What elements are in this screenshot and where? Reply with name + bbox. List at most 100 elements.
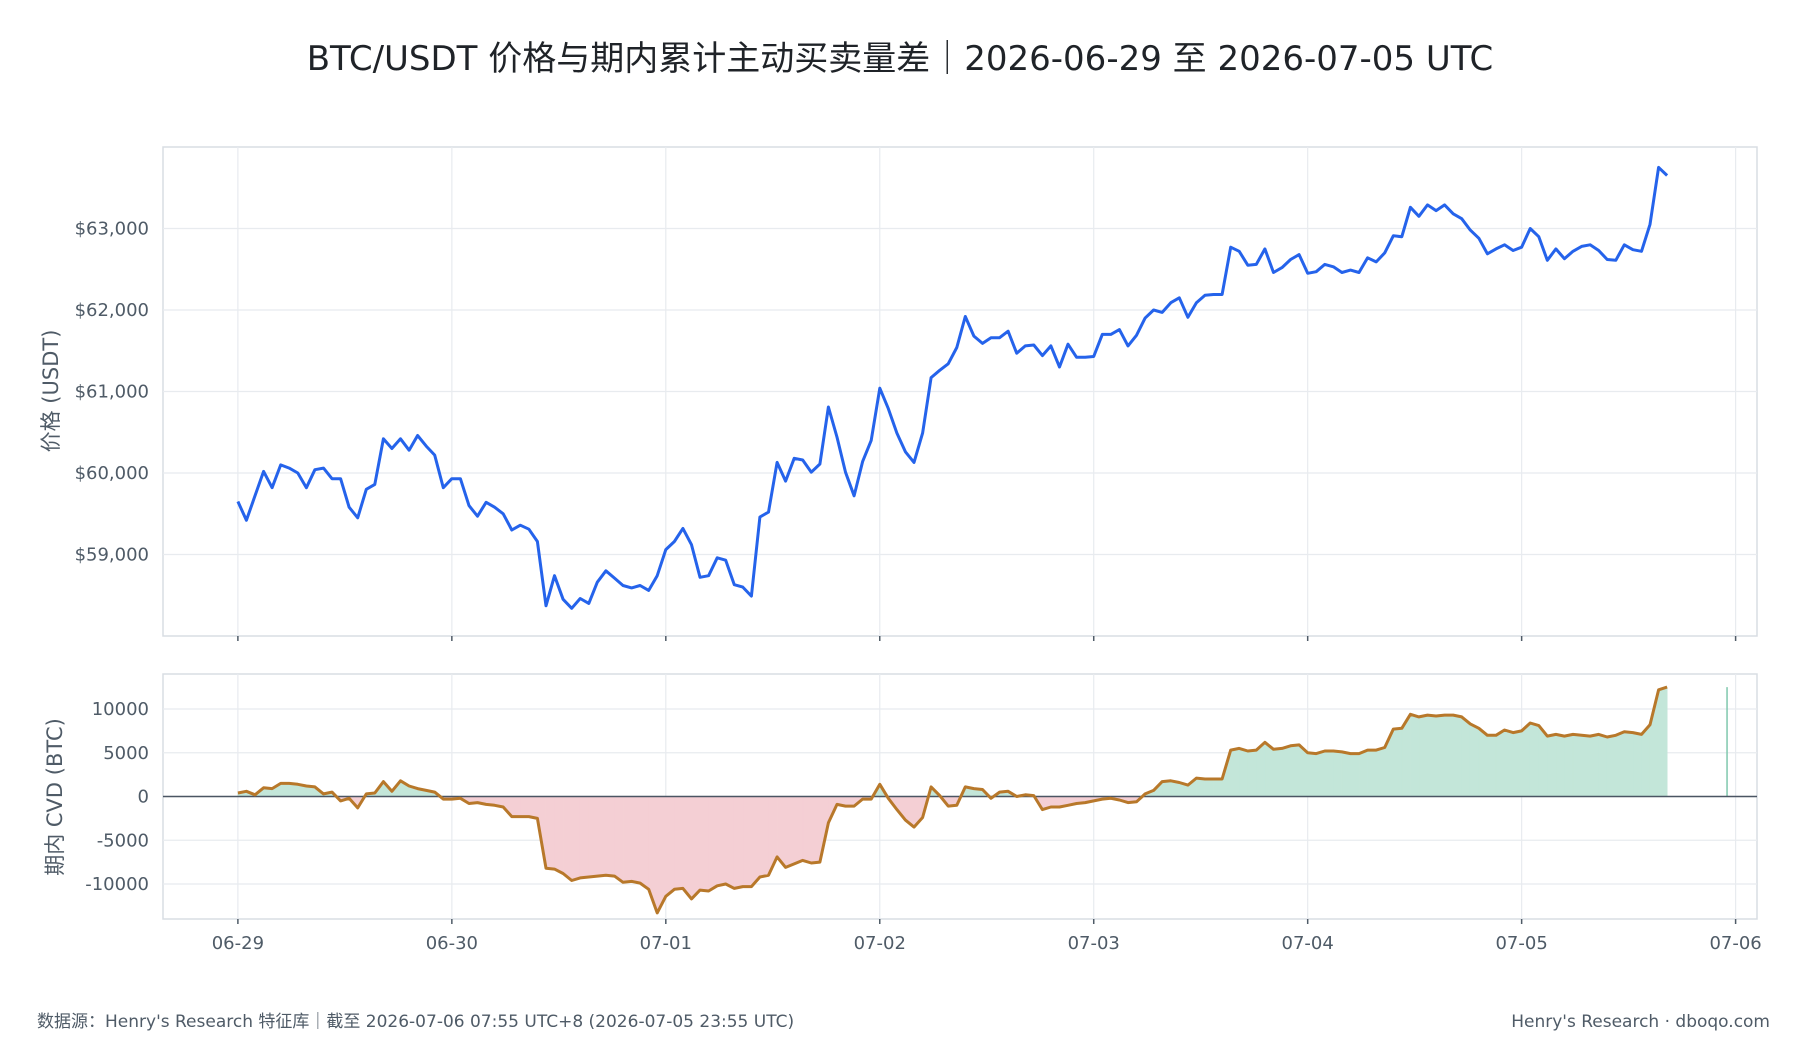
- cvd-positive-area: [1504, 729, 1514, 797]
- cvd-positive-area: [1213, 778, 1223, 797]
- cvd-positive-area: [1367, 749, 1377, 797]
- x-tick-label: 07-01: [640, 933, 692, 954]
- cvd-negative-area: [562, 796, 572, 882]
- cvd-negative-area: [545, 796, 555, 870]
- cvd-negative-area: [614, 796, 624, 883]
- cvd-positive-area: [1598, 733, 1608, 797]
- cvd-positive-area: [1521, 722, 1531, 797]
- cvd-positive-area: [1512, 730, 1522, 797]
- chart-title: BTC/USDT 价格与期内累计主动买卖量差｜2026-06-29 至 2026…: [307, 39, 1494, 79]
- cvd-positive-area: [1478, 727, 1488, 797]
- cvd-negative-area: [708, 796, 718, 892]
- cvd-positive-area: [1238, 747, 1249, 797]
- x-tick-label: 06-30: [426, 933, 478, 954]
- cvd-positive-area: [1495, 729, 1505, 797]
- cvd-positive-area: [1264, 741, 1274, 797]
- price-gridlines: [163, 147, 1757, 641]
- cvd-positive-area: [1161, 780, 1172, 797]
- x-axis-ticks: 06-29 06-30 07-01 07-02 07-03 07-04 07-05 07-06: [212, 933, 1762, 954]
- cvd-negative-area: [639, 796, 649, 890]
- cvd-negative-area: [785, 796, 795, 868]
- x-tick-label: 07-04: [1282, 933, 1334, 954]
- cvd-y-tick-label: -5000: [97, 830, 149, 851]
- cvd-series-line: [237, 685, 1668, 915]
- cvd-positive-area: [1547, 734, 1557, 797]
- cvd-y-tick-label: 5000: [103, 743, 149, 764]
- cvd-positive-area: [1392, 727, 1403, 797]
- cvd-negative-area: [1050, 796, 1060, 808]
- cvd-positive-area: [1427, 714, 1437, 797]
- x-tick-label: 06-29: [212, 933, 264, 954]
- cvd-positive-area: [1581, 734, 1591, 797]
- cvd-positive-area: [1358, 749, 1368, 797]
- cvd-positive-area: [1658, 686, 1668, 797]
- source-footnote: 数据源：Henry's Research 特征库｜截至 2026-07-06 0…: [37, 1012, 794, 1032]
- cvd-positive-area: [1290, 744, 1300, 797]
- x-tick-label: 07-06: [1709, 933, 1761, 954]
- cvd-negative-area: [793, 796, 804, 865]
- price-panel: $59,000 $60,000 $61,000 $62,000 $63,000 价格 (…: [39, 146, 1758, 641]
- cvd-positive-area: [1350, 753, 1360, 797]
- cvd-positive-area: [1204, 778, 1214, 797]
- cvd-negative-area: [682, 796, 692, 900]
- cvd-negative-area: [733, 796, 744, 889]
- cvd-positive-area: [1469, 723, 1480, 797]
- cvd-negative-area: [665, 796, 675, 897]
- cvd-negative-area: [622, 796, 632, 883]
- cvd-negative-area: [802, 796, 812, 864]
- cvd-positive-area: [1589, 734, 1599, 797]
- cvd-positive-area: [1529, 722, 1540, 797]
- x-tick-label: 07-02: [854, 933, 906, 954]
- cvd-negative-area: [742, 796, 752, 887]
- cvd-positive-area: [1641, 723, 1651, 797]
- cvd-positive-area: [1247, 749, 1257, 797]
- cvd-positive-area: [1324, 750, 1334, 797]
- cvd-negative-area: [810, 796, 821, 864]
- cvd-negative-area: [725, 796, 735, 889]
- cvd-negative-area: [511, 796, 521, 817]
- cvd-negative-area: [691, 796, 701, 900]
- cvd-positive-area: [1452, 714, 1463, 797]
- cvd-positive-area: [1572, 734, 1582, 797]
- cvd-negative-area: [597, 796, 607, 877]
- price-y-ticks: $59,000 $60,000 $61,000 $62,000 $63,000: [75, 219, 149, 566]
- cvd-negative-area: [588, 796, 598, 878]
- cvd-positive-area: [1444, 714, 1454, 797]
- cvd-negative-area: [528, 796, 538, 819]
- cvd-positive-area: [1418, 714, 1428, 797]
- cvd-positive-area: [1555, 734, 1565, 797]
- cvd-negative-area: [579, 796, 590, 879]
- cvd-y-tick-label: -10000: [85, 874, 149, 895]
- x-tick-label: 07-05: [1495, 933, 1547, 954]
- cvd-positive-area: [1333, 750, 1343, 797]
- cvd-negative-area: [656, 796, 667, 914]
- cvd-positive-area: [1632, 732, 1642, 797]
- cvd-positive-area: [1273, 748, 1283, 797]
- price-series-line: [236, 165, 1669, 610]
- price-y-axis-label: 价格 (USDT): [39, 330, 63, 453]
- cvd-negative-area: [759, 796, 769, 878]
- cvd-y-axis-label: 期内 CVD (BTC): [43, 718, 67, 876]
- cvd-positive-area: [1435, 714, 1445, 797]
- cvd-y-ticks: -10000 -5000 0 5000 10000: [85, 699, 149, 895]
- cvd-positive-area: [1461, 716, 1471, 797]
- price-y-tick-label: $60,000: [75, 463, 149, 484]
- cvd-positive-area: [1615, 731, 1625, 797]
- cvd-negative-area: [520, 796, 530, 817]
- cvd-negative-area: [716, 796, 727, 887]
- cvd-positive-area: [1307, 752, 1317, 797]
- cvd-y-tick-label: 0: [138, 787, 149, 808]
- price-y-tick-label: $61,000: [75, 382, 149, 403]
- x-tick-label: 07-03: [1068, 933, 1120, 954]
- cvd-negative-area: [571, 796, 581, 881]
- cvd-negative-area: [699, 796, 709, 892]
- cvd-positive-area: [1410, 713, 1420, 797]
- cvd-positive-area: [1281, 745, 1291, 797]
- cvd-positive-area: [1564, 734, 1574, 797]
- cvd-negative-area: [674, 796, 684, 890]
- cvd-positive-area: [1606, 734, 1617, 797]
- cvd-positive-area: [280, 783, 290, 797]
- price-y-tick-label: $63,000: [75, 219, 149, 240]
- cvd-positive-area: [1196, 777, 1206, 797]
